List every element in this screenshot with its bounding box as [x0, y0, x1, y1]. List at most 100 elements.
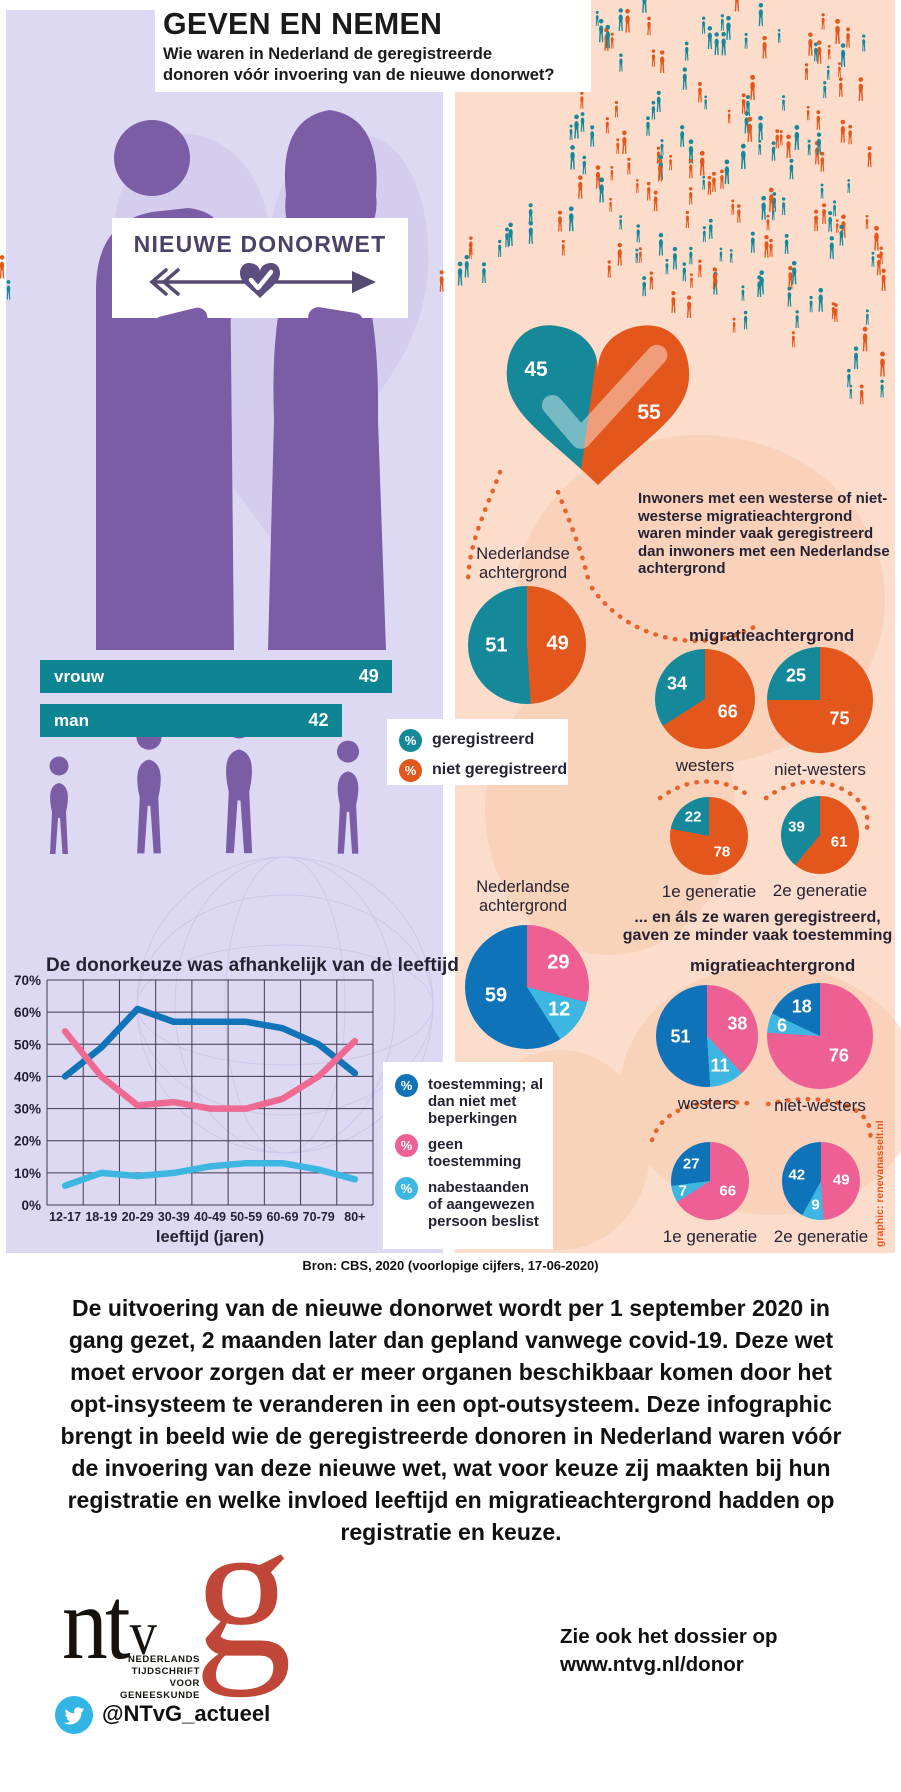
logo-letter: n — [62, 1566, 108, 1681]
pie-choice_by_background-3 — [671, 1142, 749, 1220]
pie-registration_by_background-2 — [767, 647, 873, 753]
legend-item-niet-geregistreerd: % niet geregistreerd — [399, 759, 568, 782]
dossier-url[interactable]: www.ntvg.nl/donor — [560, 1653, 744, 1676]
x-tick-label: 80+ — [344, 1210, 365, 1224]
page-title: GEVEN EN NEMEN — [163, 6, 443, 41]
y-tick-label: 60% — [14, 1005, 41, 1020]
slice-value: 6 — [776, 1015, 788, 1036]
age-chart-title: De donorkeuze was afhankelijk van de lee… — [46, 955, 459, 976]
slice-value: 39 — [788, 818, 805, 836]
nl-label-line2: achtergrond — [478, 564, 568, 582]
percent-icon-orange: % — [399, 759, 422, 782]
slice-value: 11 — [710, 1055, 730, 1076]
caption-line: VOOR — [169, 1678, 200, 1689]
dossier-link[interactable]: Zie ook het dossier op www.ntvg.nl/donor — [560, 1623, 778, 1679]
slice-value: 49 — [832, 1171, 850, 1189]
slice-value: 27 — [682, 1155, 700, 1173]
slice-value: 25 — [785, 665, 807, 686]
pie-registration_by_background-3 — [670, 797, 748, 875]
x-tick-label: 18-19 — [85, 1210, 117, 1224]
pie-category-label: 2e generatie — [772, 881, 868, 900]
percent-icon-teal: % — [399, 729, 422, 752]
ntvg-logo-g: g — [194, 1481, 292, 1698]
line-series — [61, 1005, 359, 1080]
nl-label-line2: achtergrond — [478, 897, 568, 915]
slice-value: 38 — [727, 1013, 748, 1034]
y-tick-label: 70% — [14, 973, 41, 988]
twitter-handle[interactable]: @NTvG_actueel — [102, 1701, 271, 1726]
bar-value: 42 — [308, 710, 329, 730]
age-chart-xlabel: leeftijd (jaren) — [155, 1228, 265, 1246]
caption-line: GENEESKUNDE — [120, 1690, 200, 1701]
migratieachtergrond-label-consent: migratieachtergrond — [690, 956, 856, 975]
bar-label: man — [54, 710, 89, 730]
slice-value: 66 — [719, 1182, 737, 1200]
page-subtitle-line1: Wie waren in Nederland de geregistreerde — [163, 45, 493, 63]
ntvg-logo-caption: NEDERLANDS TIJDSCHRIFT VOOR GENEESKUNDE — [96, 1654, 200, 1702]
slice-value: 51 — [485, 634, 508, 657]
age-line-chart: 0% 10% 20% 30% 40% 50% 60% 70% 12-17 18-19 20-29 30… — [14, 973, 374, 1224]
legend-label: niet geregistreerd — [432, 761, 568, 778]
ntvg-logo-ntv: ntv — [62, 1572, 157, 1676]
slice-value: 76 — [828, 1045, 849, 1066]
legend-label: geregistreerd — [432, 731, 535, 748]
logo-letter: v — [129, 1600, 157, 1668]
pie-category-label: 1e generatie — [662, 1227, 758, 1246]
slice-value: 22 — [684, 808, 702, 826]
percent-icon-lightblue: % — [395, 1177, 418, 1200]
pie-registration_by_background-1 — [655, 649, 755, 749]
y-tick-label: 10% — [14, 1166, 41, 1181]
legend-label: toestemming; al dan niet met beperkingen — [428, 1076, 544, 1127]
x-tick-label: 30-39 — [158, 1210, 190, 1224]
registration-legend: % geregistreerd % niet geregistreerd — [387, 719, 568, 785]
consent-note-line1: ... en áls ze waren geregistreerd, — [634, 909, 881, 926]
slice-value: 61 — [830, 833, 848, 851]
registration-note: Inwoners met een westerse of niet-wester… — [638, 490, 890, 577]
sign-label: NIEUWE DONORWET — [133, 231, 387, 257]
slice-value: 59 — [484, 984, 508, 1007]
legend-label: nabestaanden of aangewezen persoon besli… — [428, 1179, 539, 1230]
twitter-icon[interactable] — [55, 1696, 93, 1734]
slice-value: 51 — [670, 1026, 691, 1047]
x-tick-label: 70-79 — [303, 1210, 335, 1224]
legend-label: geen toestemming — [428, 1136, 522, 1170]
pie-category-label: 2e generatie — [773, 1227, 869, 1246]
bar-value: 49 — [358, 666, 379, 686]
twitter-bird-icon — [63, 1707, 85, 1725]
heart-value-geregistreerd: 45 — [524, 358, 548, 381]
legend-item-geregistreerd: % geregistreerd — [399, 729, 568, 752]
caption-line: TIJDSCHRIFT — [131, 1666, 200, 1677]
caption-line: NEDERLANDS — [128, 1654, 200, 1665]
line-series — [61, 1159, 359, 1189]
bar-man: man 42 — [40, 704, 342, 737]
slice-value: 12 — [547, 998, 571, 1021]
bar-label: vrouw — [54, 666, 105, 686]
heart-value-niet-geregistreerd: 55 — [637, 401, 661, 424]
x-tick-label: 20-29 — [122, 1210, 154, 1224]
x-tick-label: 12-17 — [49, 1210, 81, 1224]
pie-category-label: niet-westers — [774, 760, 866, 779]
slice-value: 42 — [788, 1166, 806, 1184]
body-text: De uitvoering van de nieuwe donorwet wor… — [60, 1295, 842, 1545]
slice-value: 29 — [547, 951, 570, 974]
nl-achtergrond-label-consent: Nederlandse achtergrond — [448, 878, 598, 916]
title-box — [155, 0, 591, 92]
x-tick-label: 50-59 — [230, 1210, 262, 1224]
line-series — [61, 1028, 359, 1112]
y-tick-label: 20% — [14, 1134, 41, 1149]
logo-letter: t — [105, 1566, 130, 1681]
percent-icon-darkblue: % — [395, 1074, 418, 1097]
y-tick-label: 50% — [14, 1037, 41, 1052]
bar-vrouw: vrouw 49 — [40, 660, 392, 693]
consent-note: ... en áls ze waren geregistreerd, gaven… — [600, 909, 901, 944]
page-subtitle-line2: donoren vóór invoering van de nieuwe don… — [163, 66, 555, 84]
nl-label-line1: Nederlandse — [476, 545, 570, 563]
y-tick-label: 30% — [14, 1102, 41, 1117]
slice-value: 49 — [546, 632, 569, 655]
slice-value: 9 — [811, 1196, 820, 1214]
heart-arrow-icon — [149, 263, 376, 298]
slice-value: 78 — [713, 843, 731, 861]
y-tick-label: 0% — [21, 1198, 41, 1213]
slice-value: 34 — [666, 673, 687, 694]
